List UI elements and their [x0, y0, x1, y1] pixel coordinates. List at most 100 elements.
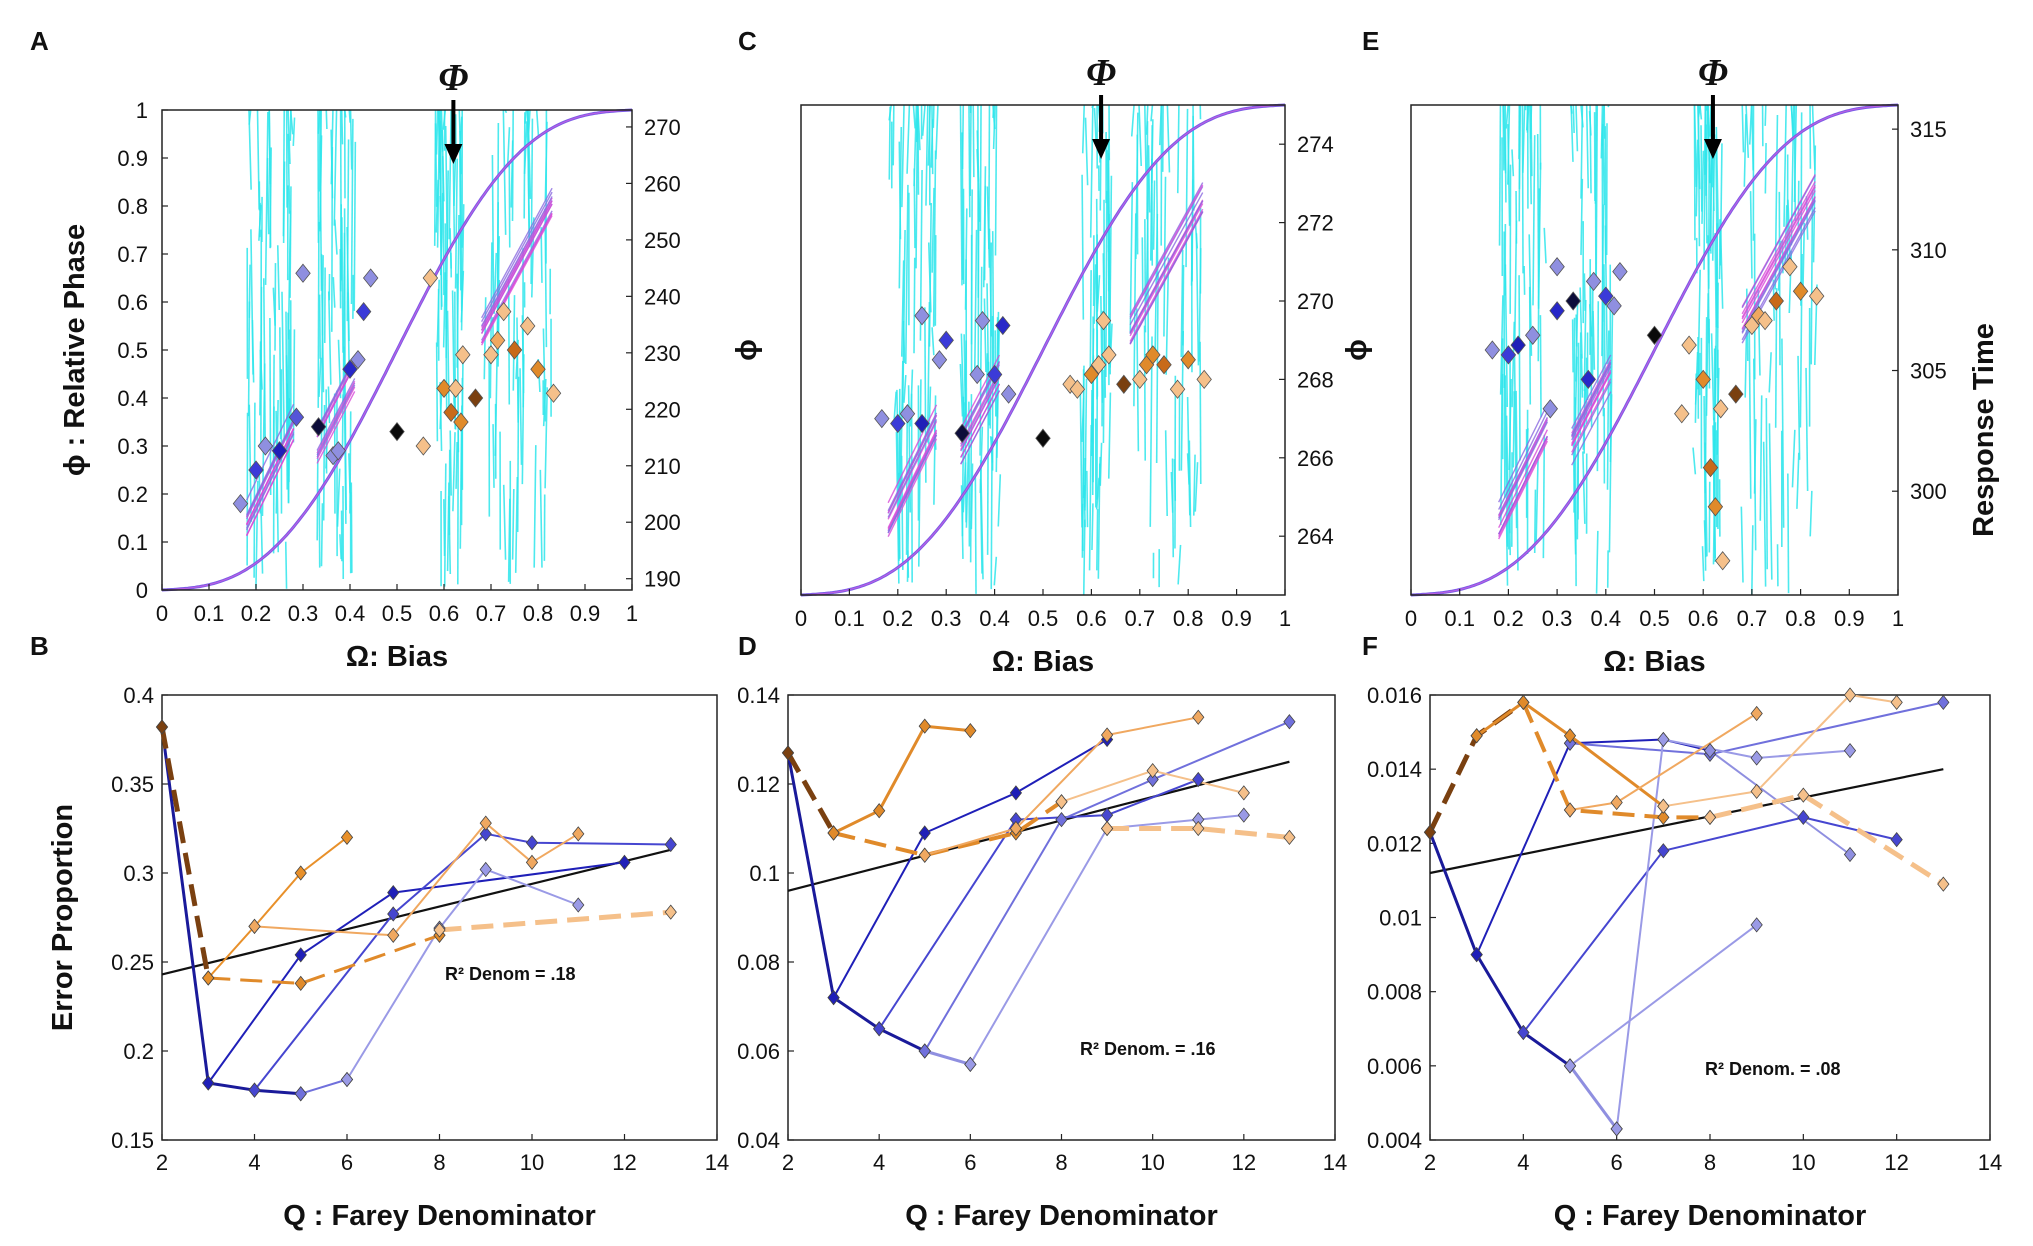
y-tick-label: 0.012: [1367, 831, 1422, 856]
data-point-diamond: [495, 301, 512, 322]
data-point-diamond: [1156, 355, 1172, 375]
series-marker: [294, 975, 307, 992]
x-tick-label: 6: [341, 1150, 353, 1175]
series-marker: [1890, 831, 1903, 848]
y-right-tick-label: 230: [644, 341, 681, 366]
data-point-diamond: [350, 349, 366, 370]
x-tick-label: 8: [433, 1150, 445, 1175]
data-point-diamond: [453, 412, 469, 432]
panel-letter-e: E: [1362, 26, 1379, 56]
series-marker: [1937, 876, 1950, 892]
series-line-blue-5: [346, 868, 579, 1081]
x-tick-label: 6: [1611, 1150, 1623, 1175]
x-tick-label: 0.4: [335, 601, 366, 626]
series-marker: [1750, 917, 1763, 933]
y-tick-label: 0.006: [1367, 1054, 1422, 1079]
y-axis-label: Error Proportion: [47, 804, 79, 1031]
x-tick-label: 0.1: [194, 601, 225, 626]
y-right-tick-label: 220: [644, 397, 681, 422]
series-marker: [1657, 731, 1670, 748]
y-right-tick-label: 270: [644, 115, 681, 140]
data-point-diamond: [422, 268, 439, 288]
x-tick-label: 0: [156, 601, 168, 626]
y-tick-label: 0.2: [117, 482, 148, 507]
data-point-diamond: [1510, 335, 1526, 355]
y-tick-label: 0.004: [1367, 1128, 1422, 1153]
data-point-diamond: [1525, 325, 1541, 345]
series-marker: [155, 719, 169, 735]
x-axis-label: Ω: Bias: [1603, 646, 1705, 678]
y-tick-label: 0.35: [111, 772, 154, 797]
series-marker: [433, 922, 446, 938]
data-point-diamond: [899, 404, 916, 424]
data-point-diamond: [295, 263, 311, 283]
data-point-diamond: [1612, 261, 1628, 282]
data-point-diamond: [1751, 306, 1767, 326]
y-right-tick-label: 210: [644, 454, 681, 479]
y-tick-label: 0.8: [117, 194, 148, 219]
x-tick-label: 0.8: [1173, 606, 1204, 631]
series-marker: [918, 847, 931, 863]
phi-arrow-label: Φ: [1698, 52, 1728, 94]
data-point-diamond: [330, 441, 346, 461]
data-point-diamond: [1090, 355, 1107, 375]
y-tick-label: 0: [136, 578, 148, 603]
data-point-diamond: [1549, 301, 1565, 321]
x-tick-label: 12: [1884, 1150, 1908, 1175]
series-marker: [1657, 798, 1670, 814]
series-marker: [572, 826, 585, 842]
series-marker: [664, 836, 677, 853]
data-point-diamond: [1702, 457, 1719, 478]
data-point-diamond: [938, 330, 954, 350]
series-marker: [873, 803, 886, 819]
x-tick-label: 0.3: [1542, 606, 1573, 631]
data-point-diamond: [1484, 340, 1501, 360]
x-tick-label: 8: [1704, 1150, 1716, 1175]
y-right-tick-label: 300: [1910, 479, 1947, 504]
y-tick-label: 0.15: [111, 1128, 154, 1153]
data-point-diamond: [519, 316, 536, 336]
data-point-diamond: [506, 340, 523, 360]
y-tick-label: 0.7: [117, 242, 148, 267]
x-tick-label: 1: [626, 601, 638, 626]
series-marker: [294, 865, 307, 881]
series-line-orange-4: [439, 909, 671, 933]
series-marker: [1703, 742, 1717, 759]
data-point-diamond: [1782, 257, 1798, 277]
series-marker: [664, 904, 677, 920]
y-right-tick-label: 190: [644, 567, 681, 592]
r-squared-annotation: R² Denom = .18: [445, 964, 576, 984]
x-tick-label: 0.5: [382, 601, 413, 626]
panel-letter-b: B: [30, 631, 49, 661]
series-line-orange-5: [1709, 792, 1945, 887]
data-point-diamond: [489, 330, 506, 351]
series-marker: [1517, 694, 1530, 711]
data-point-diamond: [389, 421, 405, 442]
x-tick-label: 0.2: [883, 606, 914, 631]
data-point-diamond: [1565, 291, 1581, 311]
series-marker: [1563, 802, 1577, 818]
series-marker: [964, 1056, 977, 1072]
data-point-diamond: [483, 345, 499, 365]
data-point-diamond: [1695, 369, 1711, 390]
phi-arrow-head: [1092, 139, 1111, 159]
data-point-diamond: [1674, 404, 1690, 424]
y-tick-label: 0.01: [1379, 906, 1422, 931]
series-line-blue-6: [1569, 924, 1758, 1067]
data-point-diamond: [436, 378, 452, 399]
series-marker: [1843, 742, 1857, 759]
x-tick-label: 0.5: [1639, 606, 1670, 631]
y-tick-label: 0.3: [117, 434, 148, 459]
y-tick-label: 0.3: [123, 861, 154, 886]
series-marker: [1009, 785, 1023, 801]
data-point-diamond: [1598, 286, 1614, 306]
series-marker: [827, 825, 840, 841]
series-marker: [1423, 824, 1437, 840]
data-point-diamond: [1549, 257, 1565, 277]
series-marker: [387, 927, 400, 943]
series-marker: [340, 829, 354, 846]
data-point-diamond: [1792, 281, 1809, 301]
series-line-orange-2: [1521, 701, 1710, 820]
series-line-orange-1: [208, 933, 440, 985]
series-marker: [1843, 846, 1857, 863]
